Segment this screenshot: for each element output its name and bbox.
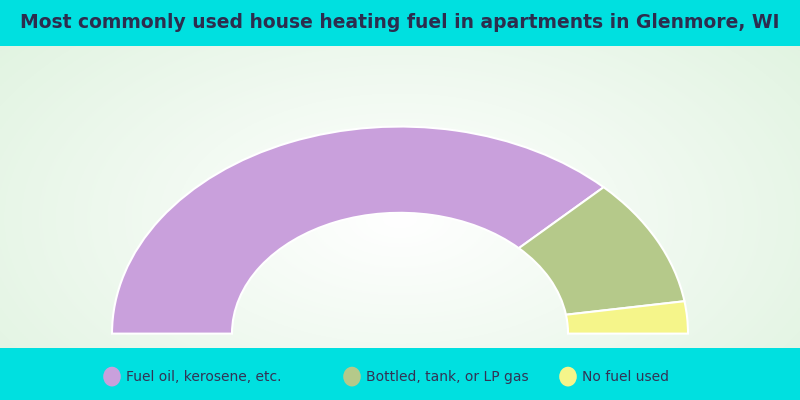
Wedge shape [112, 126, 604, 334]
Text: Most commonly used house heating fuel in apartments in Glenmore, WI: Most commonly used house heating fuel in… [20, 14, 780, 32]
Text: Fuel oil, kerosene, etc.: Fuel oil, kerosene, etc. [126, 370, 282, 384]
Text: No fuel used: No fuel used [582, 370, 670, 384]
Ellipse shape [559, 367, 577, 386]
Wedge shape [518, 187, 685, 315]
Ellipse shape [343, 367, 361, 386]
Ellipse shape [103, 367, 121, 386]
Wedge shape [566, 301, 688, 334]
Text: Bottled, tank, or LP gas: Bottled, tank, or LP gas [366, 370, 529, 384]
